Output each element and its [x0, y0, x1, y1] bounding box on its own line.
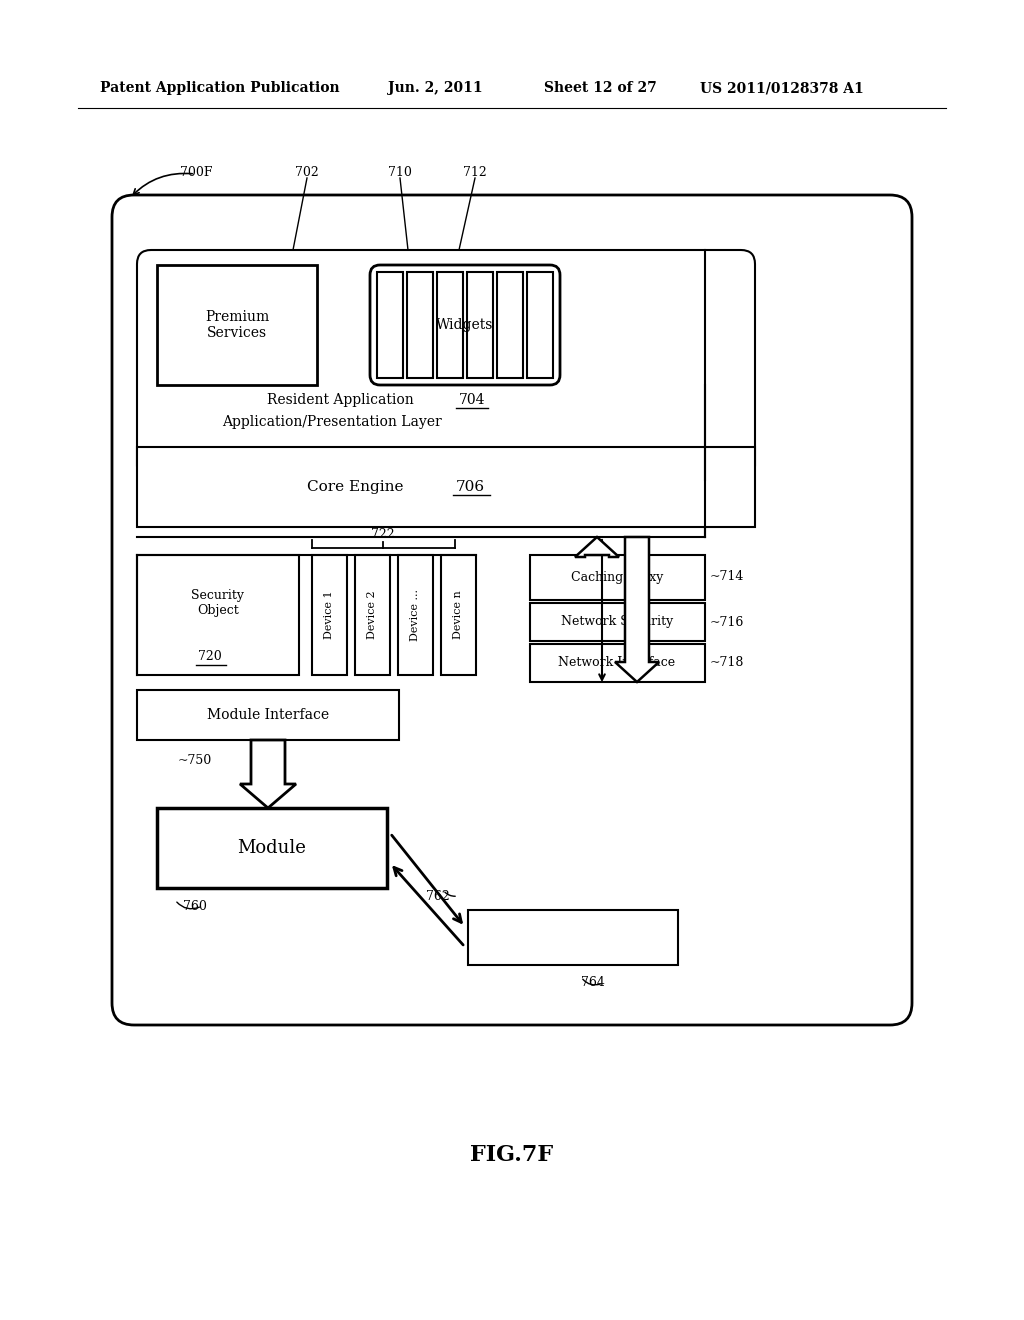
Text: Device n: Device n — [453, 590, 463, 639]
Bar — [530, 554, 705, 601]
Text: Patent Application Publication: Patent Application Publication — [100, 81, 340, 95]
Text: 760: 760 — [183, 899, 207, 912]
Bar — [407, 272, 433, 378]
Bar — [157, 808, 387, 888]
Bar — [467, 272, 493, 378]
Text: 702: 702 — [295, 165, 318, 178]
Bar — [377, 272, 403, 378]
Text: 762: 762 — [426, 890, 450, 903]
Bar — [530, 603, 705, 642]
FancyBboxPatch shape — [370, 265, 560, 385]
Text: Core Engine: Core Engine — [307, 480, 403, 494]
Text: FIG.7F: FIG.7F — [470, 1144, 554, 1166]
Bar — [497, 272, 523, 378]
Text: 720: 720 — [198, 651, 222, 664]
Text: 722: 722 — [371, 528, 395, 540]
Bar — [137, 690, 399, 741]
Text: Module: Module — [238, 840, 306, 857]
Bar — [312, 554, 347, 675]
Bar — [441, 554, 476, 675]
Text: Network Interface: Network Interface — [558, 656, 676, 669]
Bar — [355, 554, 390, 675]
Text: Premium
Services: Premium Services — [205, 310, 269, 341]
Text: Application/Presentation Layer: Application/Presentation Layer — [222, 414, 442, 429]
Bar — [437, 272, 463, 378]
Text: ~750: ~750 — [178, 754, 212, 767]
Text: 712: 712 — [463, 165, 486, 178]
Text: Network Security: Network Security — [561, 615, 673, 628]
Text: Device 1: Device 1 — [324, 590, 334, 639]
Bar — [137, 447, 755, 527]
Text: 710: 710 — [388, 165, 412, 178]
Text: Jun. 2, 2011: Jun. 2, 2011 — [388, 81, 482, 95]
FancyBboxPatch shape — [112, 195, 912, 1026]
FancyBboxPatch shape — [137, 249, 755, 480]
Text: Widgets: Widgets — [436, 318, 494, 333]
Text: Device 2: Device 2 — [367, 590, 377, 639]
FancyArrow shape — [575, 537, 618, 557]
Text: Sheet 12 of 27: Sheet 12 of 27 — [544, 81, 656, 95]
Bar — [530, 644, 705, 682]
Bar — [527, 272, 553, 378]
Text: Security
Object: Security Object — [191, 589, 245, 616]
FancyArrow shape — [240, 741, 296, 808]
Bar — [137, 554, 299, 675]
Bar — [468, 909, 678, 965]
Text: US 2011/0128378 A1: US 2011/0128378 A1 — [700, 81, 864, 95]
Text: Resident Application: Resident Application — [266, 393, 414, 407]
Text: ~718: ~718 — [710, 656, 744, 669]
Text: ~714: ~714 — [710, 570, 744, 583]
Text: ~716: ~716 — [710, 615, 744, 628]
FancyArrow shape — [615, 537, 659, 682]
Text: Caching Proxy: Caching Proxy — [570, 570, 664, 583]
Text: 764: 764 — [581, 977, 605, 990]
Bar — [157, 265, 317, 385]
Text: Device ...: Device ... — [410, 589, 420, 642]
Text: 704: 704 — [459, 393, 485, 407]
Text: Module Interface: Module Interface — [207, 708, 329, 722]
Text: 700F: 700F — [180, 165, 212, 178]
Text: 706: 706 — [456, 480, 484, 494]
Bar — [398, 554, 433, 675]
